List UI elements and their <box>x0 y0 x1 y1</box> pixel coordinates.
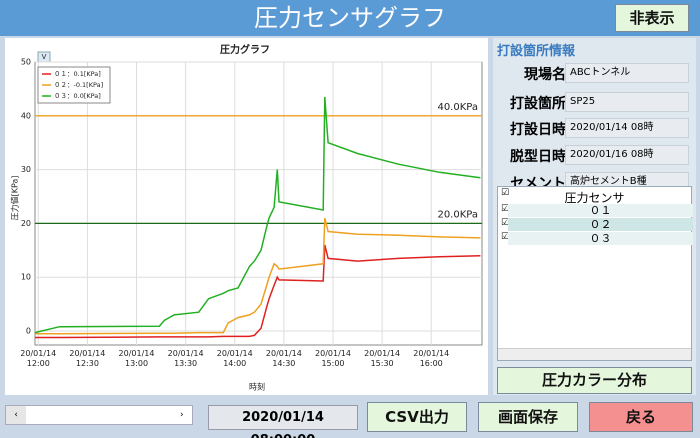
expand-button-label[interactable]: V <box>42 53 47 61</box>
x-tick-label: 20/01/14 12:30 <box>69 349 106 368</box>
hide-button[interactable]: 非表示 <box>615 4 689 32</box>
field-label: 打設日時 <box>510 122 566 138</box>
x-tick-labels: 20/01/14 12:00 20/01/14 12:30 20/01/14 13:… <box>5 38 488 395</box>
scrollbar[interactable] <box>498 348 691 360</box>
chart: 圧力グラフ 圧力値[KPa] 時刻 V 0102030405040.0KPa20… <box>5 38 488 395</box>
x-tick-label: 20/01/14 15:00 <box>315 349 351 368</box>
series-line <box>34 96 481 334</box>
y-tick-label: 20 <box>21 219 31 228</box>
sensor-list: ☑ 圧力センサ ☑ ０１ ☑ ０２ ☑ ０３ <box>497 186 693 361</box>
legend-entry: ０２：-0.1[KPa] <box>54 81 103 89</box>
check-all[interactable]: ☑ <box>501 188 510 198</box>
y-tick-label: 40 <box>21 111 31 120</box>
csv-button[interactable]: CSV出力 <box>367 402 467 432</box>
datetime-display: 2020/01/14 08:00:00 <box>208 405 358 438</box>
y-tick-label: 30 <box>21 165 31 174</box>
reference-label: 40.0KPa <box>437 102 478 113</box>
sensor-check[interactable]: ☑ <box>501 204 510 214</box>
field-label: 打設箇所 <box>510 96 566 112</box>
sensor-check[interactable]: ☑ <box>501 232 510 242</box>
field-value: ABCトンネル <box>565 63 689 83</box>
y-tick-label: 10 <box>21 273 31 282</box>
field-label: 脱型日時 <box>510 149 566 165</box>
sensor-header: 圧力センサ <box>564 191 625 205</box>
y-tick-label: 50 <box>21 58 31 67</box>
info-title: 打設箇所情報 <box>497 44 576 59</box>
y-axis-label: 圧力値[KPa] <box>10 176 20 221</box>
sensor-row[interactable]: ０３ <box>508 232 693 245</box>
color-map-button[interactable]: 圧力カラー分布 <box>497 367 692 394</box>
series-line <box>35 244 481 339</box>
x-tick-label: 20/01/14 13:00 <box>118 349 155 368</box>
scroll-right[interactable]: › <box>180 410 184 420</box>
back-button[interactable]: 戻る <box>589 402 693 432</box>
x-axis-label: 時刻 <box>249 382 265 392</box>
time-scrollbar[interactable]: ‹ › <box>5 405 193 425</box>
scroll-left[interactable]: ‹ <box>6 406 26 424</box>
x-tick-label: 20/01/14 16:00 <box>413 349 450 368</box>
field-label: 現場名 <box>524 67 566 83</box>
field-value: 2020/01/14 08時 <box>565 118 689 138</box>
reference-label: 20.0KPa <box>437 209 478 220</box>
y-tick-label: 0 <box>26 327 31 336</box>
legend-entry: ０１：0.1[KPa] <box>54 70 101 78</box>
field-value: SP25 <box>565 92 689 112</box>
series-line <box>35 217 481 335</box>
x-tick-label: 20/01/14 12:00 <box>20 349 57 368</box>
x-tick-label: 20/01/14 14:00 <box>216 349 253 368</box>
x-tick-label: 20/01/14 14:30 <box>265 349 302 368</box>
legend-entry: ０３：0.0[KPa] <box>54 92 101 100</box>
sensor-row[interactable]: ０１ <box>508 204 693 217</box>
x-tick-label: 20/01/14 15:30 <box>364 349 401 368</box>
x-tick-label: 20/01/14 13:30 <box>167 349 204 368</box>
field-value: 2020/01/16 08時 <box>565 145 689 165</box>
info-panel: 打設箇所情報 現場名 ABCトンネル打設箇所 SP25 打設日時 2020/01/14 … <box>493 38 696 395</box>
sensor-row[interactable]: ０２ <box>508 218 693 231</box>
chart-title: 圧力グラフ <box>220 43 270 56</box>
save-button[interactable]: 画面保存 <box>478 402 578 432</box>
header-title: 圧力センサグラフ <box>0 0 700 36</box>
sensor-check[interactable]: ☑ <box>501 218 510 228</box>
